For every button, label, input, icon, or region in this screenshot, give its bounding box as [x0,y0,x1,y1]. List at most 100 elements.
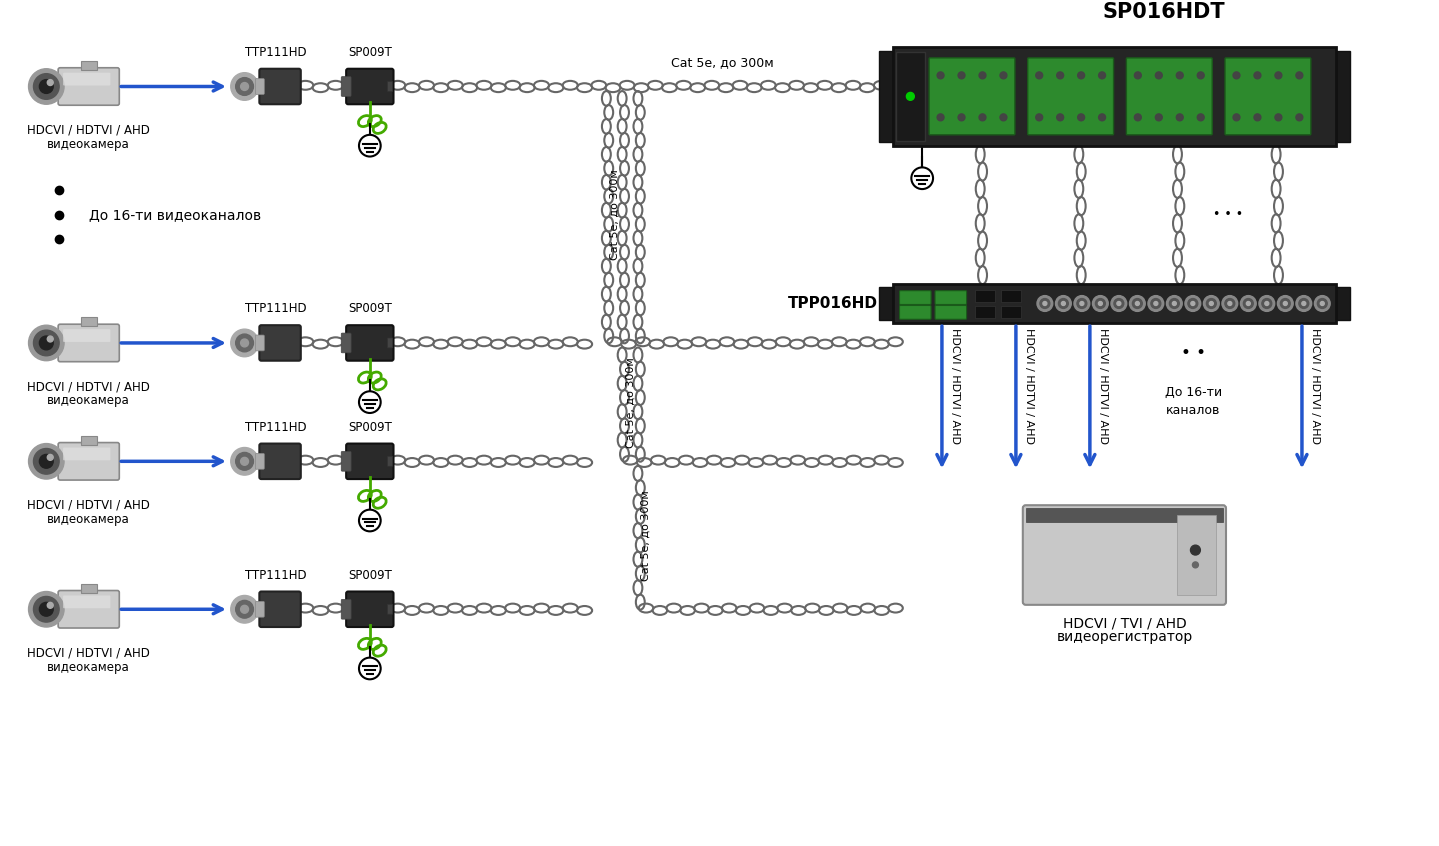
Circle shape [33,448,59,474]
Text: каналов: каналов [1166,404,1220,416]
FancyBboxPatch shape [1127,58,1212,135]
FancyBboxPatch shape [347,325,393,360]
Circle shape [1000,114,1007,121]
Circle shape [1297,295,1312,311]
Circle shape [47,602,53,608]
Circle shape [1297,114,1302,121]
FancyBboxPatch shape [58,591,119,628]
Circle shape [1253,72,1261,79]
FancyBboxPatch shape [899,305,931,319]
FancyBboxPatch shape [387,456,393,466]
Circle shape [47,336,53,342]
FancyBboxPatch shape [879,51,895,142]
Circle shape [1191,301,1194,305]
FancyBboxPatch shape [81,61,96,69]
FancyBboxPatch shape [63,329,111,342]
Circle shape [240,339,249,347]
Circle shape [1253,114,1261,121]
Text: TPP016HD: TPP016HD [787,296,878,311]
Circle shape [1246,301,1250,305]
FancyBboxPatch shape [935,291,967,305]
FancyBboxPatch shape [1334,287,1350,321]
FancyBboxPatch shape [58,442,119,480]
Circle shape [1222,295,1238,311]
Circle shape [1240,295,1256,311]
Circle shape [1092,295,1108,311]
Circle shape [1098,72,1105,79]
Circle shape [1259,295,1275,311]
Text: SP009T: SP009T [348,302,391,316]
Text: HDCVI / HDTVI / AHD: HDCVI / HDTVI / AHD [1098,328,1108,444]
Circle shape [1117,301,1121,305]
Circle shape [1135,301,1140,305]
Circle shape [1299,299,1308,309]
Circle shape [1278,295,1294,311]
Text: Cat 5e, до 300м: Cat 5e, до 300м [610,169,620,260]
FancyBboxPatch shape [255,453,265,470]
Circle shape [1111,295,1127,311]
Circle shape [39,602,53,616]
FancyBboxPatch shape [347,443,393,479]
Text: • •: • • [1181,343,1206,362]
Circle shape [236,78,253,96]
Circle shape [1056,72,1063,79]
Text: Cat 5e, до 300м: Cat 5e, до 300м [642,490,650,580]
Circle shape [1134,114,1141,121]
Circle shape [33,596,59,622]
Circle shape [240,458,249,465]
Circle shape [1000,72,1007,79]
FancyBboxPatch shape [1002,289,1020,301]
FancyBboxPatch shape [976,289,996,301]
Circle shape [29,443,65,479]
Circle shape [39,454,53,468]
Text: видеокамера: видеокамера [47,513,130,525]
Circle shape [1078,114,1085,121]
FancyBboxPatch shape [1177,515,1216,595]
Circle shape [1197,72,1204,79]
Circle shape [937,72,944,79]
Text: Cat 5e, до 300м: Cat 5e, до 300м [626,357,635,448]
Circle shape [1302,301,1305,305]
Circle shape [1156,114,1163,121]
Circle shape [29,591,65,627]
Circle shape [1317,299,1327,309]
FancyBboxPatch shape [63,448,111,460]
Circle shape [1078,72,1085,79]
FancyBboxPatch shape [81,436,96,444]
FancyBboxPatch shape [387,81,393,91]
Circle shape [1151,299,1161,309]
Text: SP009T: SP009T [348,46,391,59]
Text: TTP111HD: TTP111HD [245,302,307,316]
Circle shape [33,74,59,99]
Circle shape [937,114,944,121]
FancyBboxPatch shape [58,68,119,105]
Circle shape [39,80,53,93]
Text: • • •: • • • [1213,208,1243,221]
Circle shape [236,601,253,618]
Circle shape [1059,299,1068,309]
Circle shape [33,330,59,356]
Circle shape [1314,295,1330,311]
Circle shape [1297,72,1302,79]
Circle shape [47,80,53,85]
Text: видеорегистратор: видеорегистратор [1056,630,1193,645]
Circle shape [1321,301,1324,305]
FancyBboxPatch shape [899,291,931,305]
Circle shape [958,72,966,79]
Circle shape [1225,299,1235,309]
Text: SP009T: SP009T [348,420,391,434]
Circle shape [1265,301,1269,305]
Text: Cat 5e, до 300м: Cat 5e, до 300м [671,56,773,69]
FancyBboxPatch shape [892,283,1337,323]
FancyBboxPatch shape [255,335,265,351]
Text: TTP111HD: TTP111HD [245,46,307,59]
FancyBboxPatch shape [255,602,265,618]
Circle shape [47,454,53,460]
FancyBboxPatch shape [63,596,111,608]
Circle shape [236,453,253,470]
Circle shape [1281,299,1291,309]
FancyBboxPatch shape [81,584,96,592]
Text: HDCVI / HDTVI / AHD: HDCVI / HDTVI / AHD [1023,328,1033,444]
FancyBboxPatch shape [1027,58,1114,135]
Circle shape [1040,299,1050,309]
